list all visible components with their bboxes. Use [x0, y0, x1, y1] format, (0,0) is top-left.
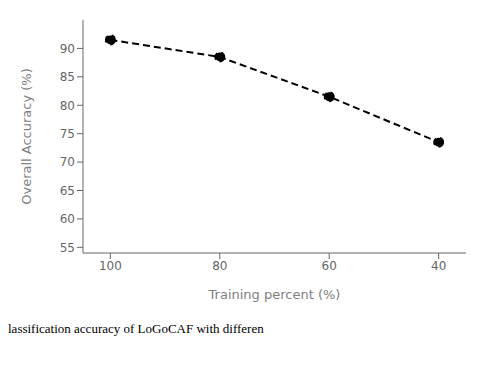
svg-text:Training percent (%): Training percent (%) — [208, 287, 341, 302]
svg-text:65: 65 — [60, 184, 75, 198]
html-text:lassification accuracy of LoGo: lassification accuracy of LoGoCAF with d… — [8, 321, 264, 336]
svg-text:80: 80 — [212, 259, 227, 273]
svg-text:75: 75 — [60, 127, 75, 141]
svg-text:70: 70 — [60, 155, 75, 169]
svg-text:55: 55 — [60, 241, 75, 255]
svg-text:80: 80 — [60, 99, 75, 113]
svg-text:60: 60 — [60, 212, 75, 226]
svg-text:60: 60 — [322, 259, 337, 273]
svg-text:40: 40 — [431, 259, 446, 273]
svg-text:100: 100 — [99, 259, 122, 273]
svg-text:Overall Accuracy (%): Overall Accuracy (%) — [19, 68, 34, 205]
svg-text:85: 85 — [60, 70, 75, 84]
svg-text:90: 90 — [60, 42, 75, 56]
